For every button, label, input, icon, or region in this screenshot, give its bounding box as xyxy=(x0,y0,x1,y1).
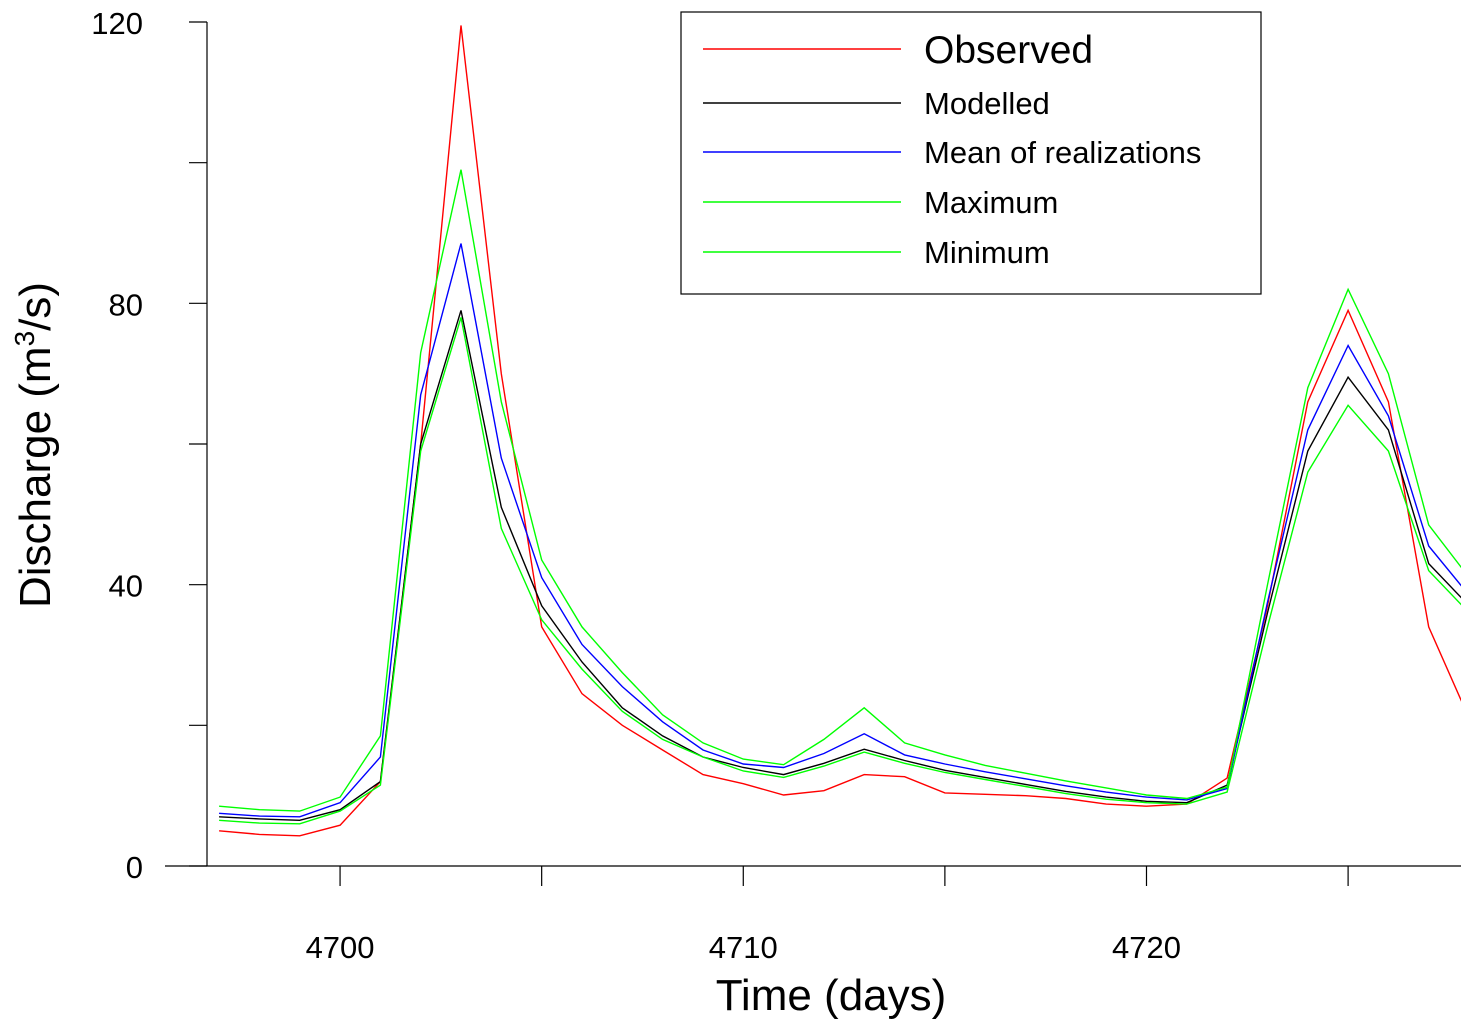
y-axis-label-sup: 3 xyxy=(9,331,40,347)
legend-label-0: Observed xyxy=(924,29,1093,72)
y-tick-label-80: 80 xyxy=(109,287,143,322)
axes: 0 40 80 120 4700 4710 4720 xyxy=(91,6,1461,965)
series-line-4 xyxy=(219,317,1461,825)
y-axis-label-suffix: /s) xyxy=(11,282,60,331)
y-tick-label-120: 120 xyxy=(91,6,143,41)
series-line-1 xyxy=(219,310,1461,822)
legend-label-1: Modelled xyxy=(924,86,1050,121)
series-line-2 xyxy=(219,243,1461,818)
y-axis-label: Discharge (m3/s) xyxy=(9,282,60,608)
legend: Observed Modelled Mean of realizations Maxi… xyxy=(680,11,1262,295)
y-tick-label-40: 40 xyxy=(109,569,143,604)
x-tick-label-4720: 4720 xyxy=(1112,930,1181,965)
series-layer xyxy=(219,25,1461,837)
legend-box xyxy=(680,11,1262,295)
y-tick-label-0: 0 xyxy=(126,850,143,885)
legend-label-3: Maximum xyxy=(924,185,1058,220)
y-axis-label-prefix: Discharge (m xyxy=(11,346,60,608)
legend-label-4: Minimum xyxy=(924,235,1050,270)
x-tick-label-4700: 4700 xyxy=(306,930,375,965)
legend-label-2: Mean of realizations xyxy=(924,135,1201,170)
series-line-3 xyxy=(219,169,1461,812)
x-axis-label: Time (days) xyxy=(716,971,947,1020)
x-tick-label-4710: 4710 xyxy=(709,930,778,965)
